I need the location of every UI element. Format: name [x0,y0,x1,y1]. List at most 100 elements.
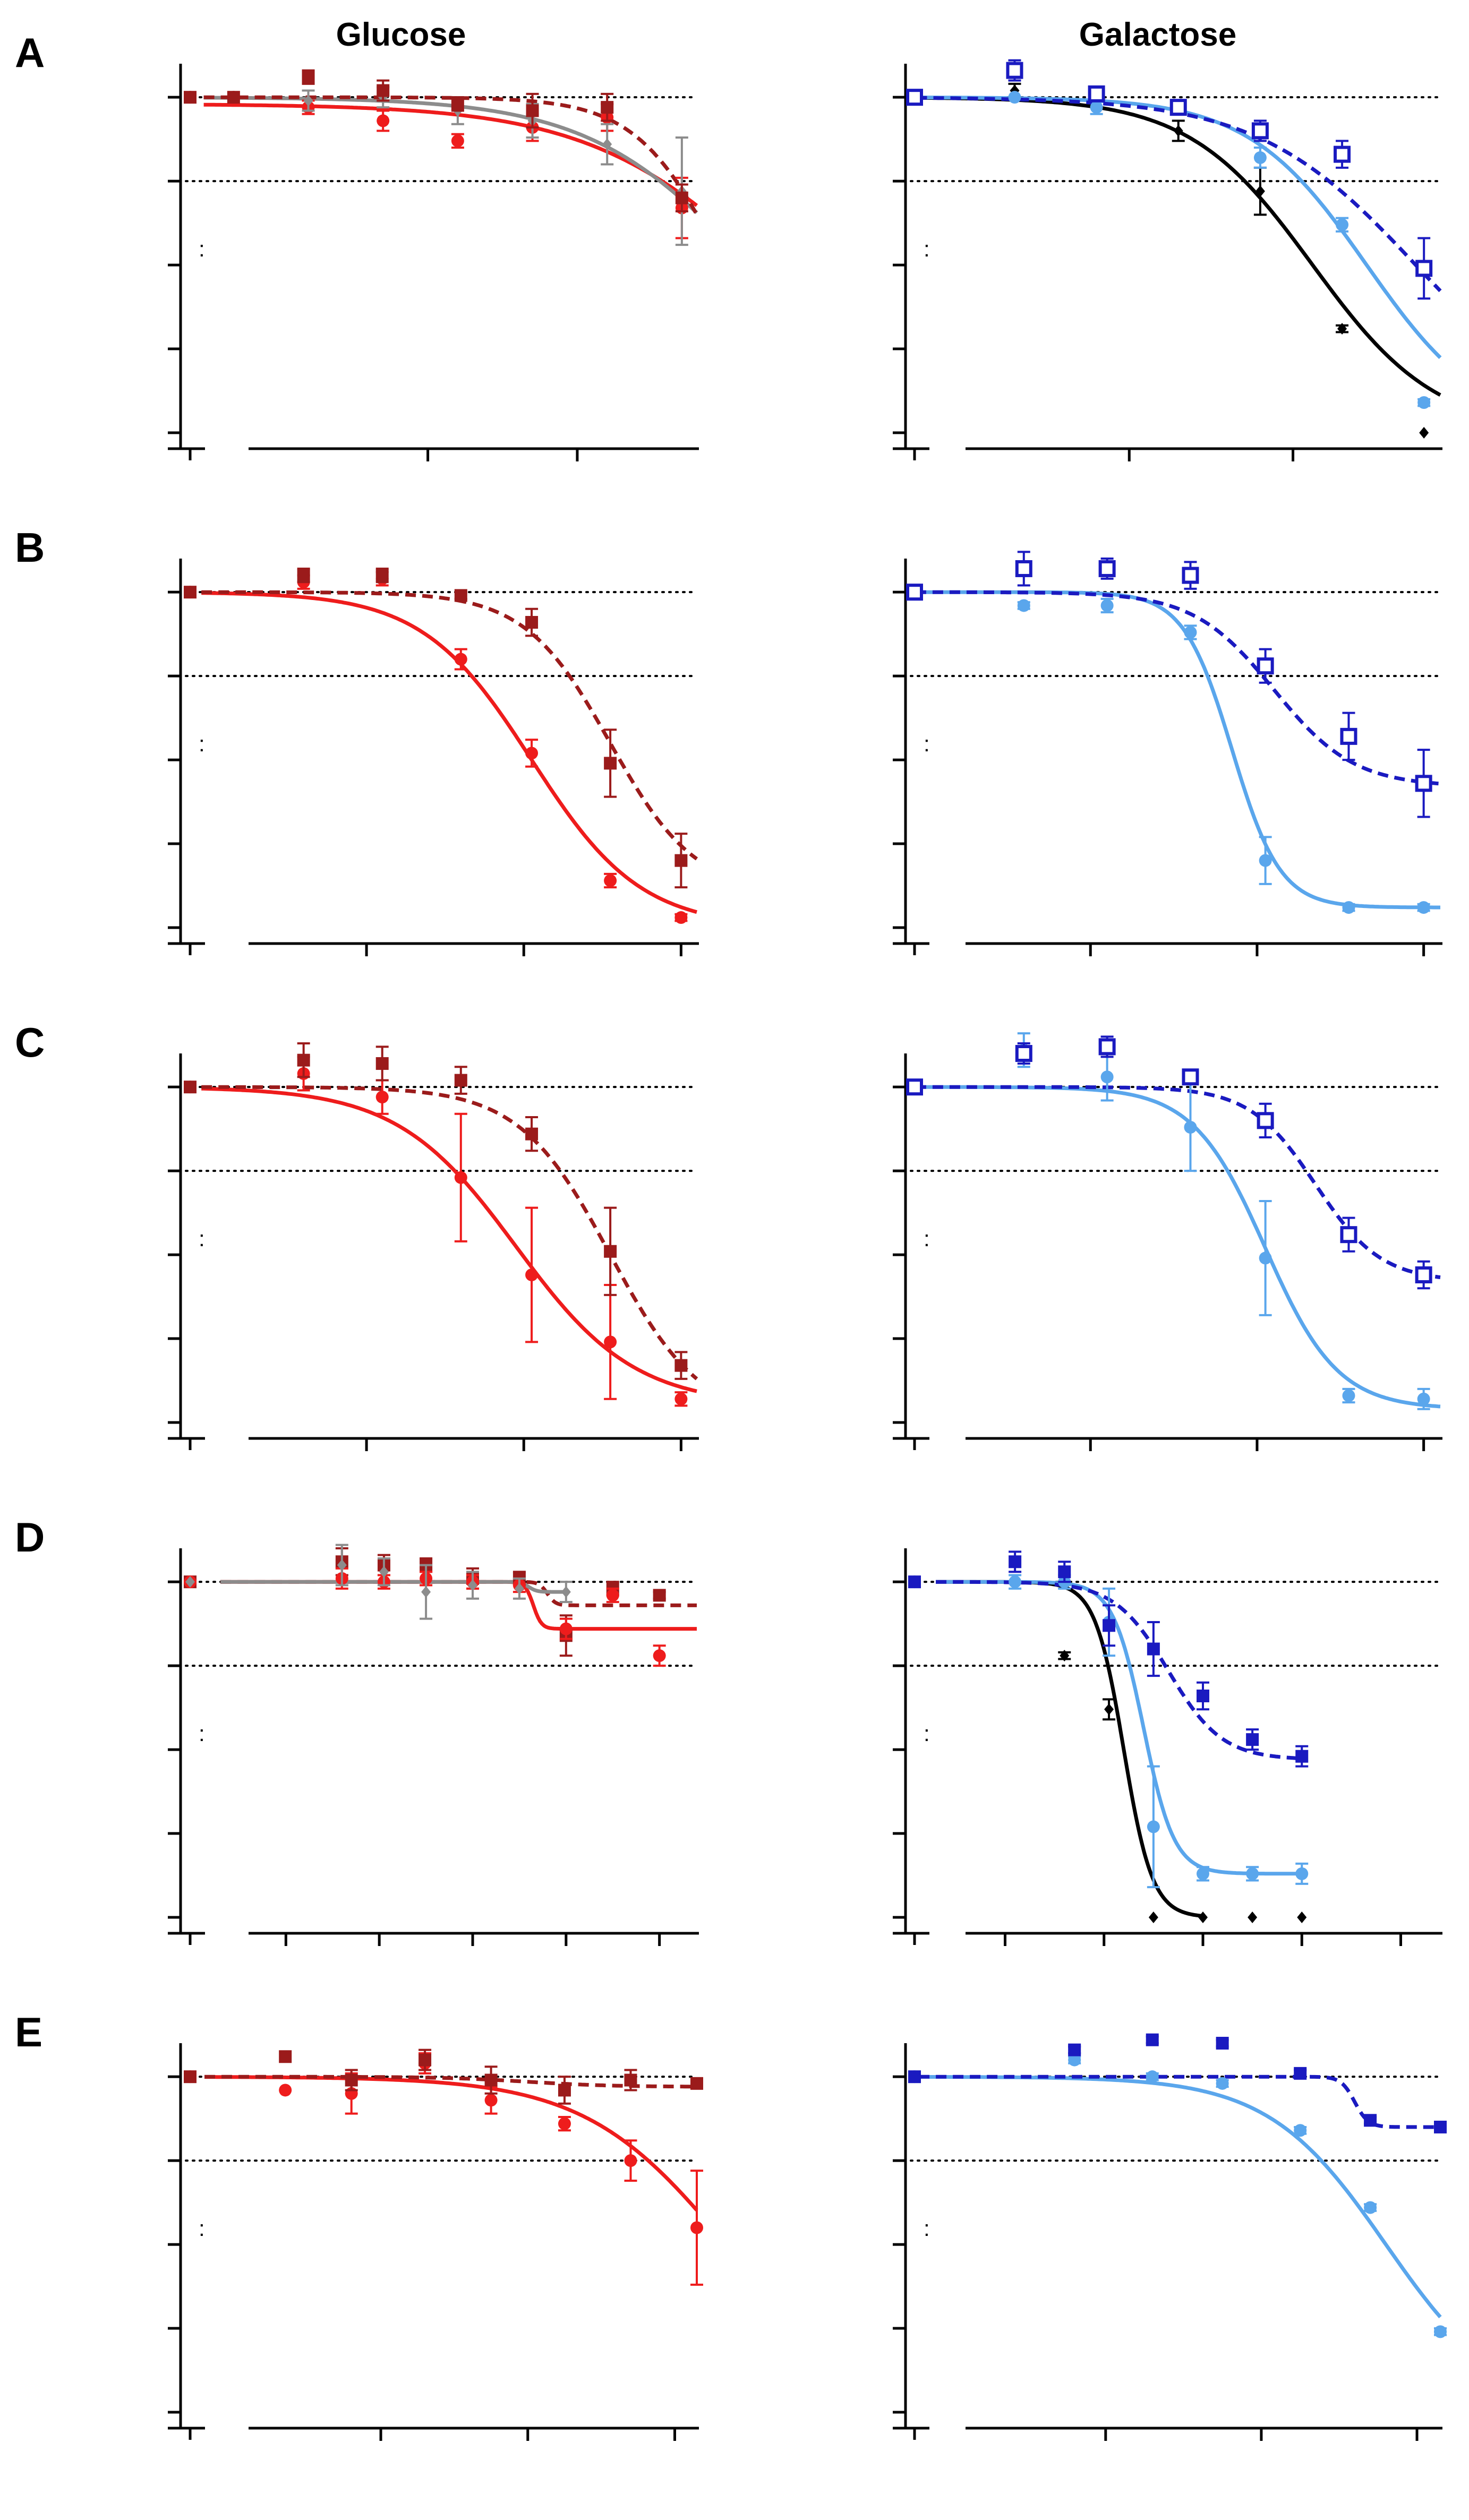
marker-diamond [1198,1912,1208,1923]
marker-circle [653,1649,666,1662]
bmc-colon: : [199,1226,205,1251]
data-point-atp [377,1557,390,1587]
data-point-na [674,1391,688,1407]
marker-circle [690,2221,703,2234]
marker-square [674,854,688,867]
marker-square [624,2073,637,2087]
marker-circle [1068,2053,1081,2067]
data-point-na [1434,2325,1447,2338]
data-point-v [604,1206,617,1296]
data-point-v [1088,85,1105,102]
data-point-v [1334,140,1351,169]
data-point-v [419,2048,432,2071]
marker-circle [1434,2325,1447,2338]
fit-curve-atp [203,96,698,215]
data-point-na [606,1587,619,1604]
marker-circle [1009,1575,1022,1589]
marker-square [908,1575,921,1589]
marker-circle [1336,218,1349,232]
fit-curve-v [220,1580,697,1607]
data-point-v [1098,558,1116,580]
bmc-title: : [199,731,205,756]
fit-curve-v [203,95,699,216]
marker-circle [674,911,688,924]
data-point-v [1015,551,1032,587]
marker-circle [674,1392,688,1405]
marker-circle [484,2094,498,2107]
marker-open-square [1169,99,1187,116]
marker-square [227,91,240,104]
data-point-v [1015,1042,1032,1065]
data-point-na [1417,1387,1430,1410]
bmc-colon: : [199,2216,205,2241]
bmc-title: : [199,1226,205,1251]
marker-diamond [1419,427,1429,439]
data-point-na [1295,1862,1309,1885]
ctrl-point-v [908,1575,921,1589]
data-point-v [1257,648,1274,684]
data-point-na [454,648,467,671]
data-point-v [690,2077,703,2090]
data-point-na [451,133,464,149]
data-point-v [1182,1068,1199,1086]
marker-open-square [906,584,923,601]
marker-circle [624,2154,637,2167]
bmc-colon: : [924,236,930,261]
marker-circle [1246,1867,1259,1880]
bmc-title: : [199,1721,205,1746]
fit-curve-v [919,2075,1440,2129]
data-point-v [1006,59,1023,82]
fit-curve-v [204,2075,697,2089]
marker-square [1009,1555,1022,1568]
data-point-v [1251,119,1269,142]
data-point-na [375,1079,389,1115]
marker-square [375,569,389,582]
marker-square [604,757,617,770]
data-point-na [558,2116,571,2132]
data-point-na [1259,836,1272,885]
data-point-v [675,183,688,212]
data-point-na [1009,1574,1022,1590]
data-point-v [1103,1604,1116,1647]
data-point-v [1009,1550,1022,1573]
fit-curve-na [203,102,698,207]
data-point-na [1184,624,1197,640]
marker-square [279,2050,292,2063]
marker-circle [1417,396,1431,409]
data-point-atp [1198,1912,1208,1923]
column-title-galactose: Galactose [1079,16,1236,53]
bmc-colon: : [199,236,205,261]
bmc-title: : [924,236,930,261]
marker-circle [1253,151,1267,164]
marker-square [1197,1690,1209,1702]
marker-circle [1216,2077,1229,2090]
chart-A-glucose: : [168,64,699,461]
ctrl-point-v [906,89,923,106]
data-point-na [624,2139,637,2182]
marker-square [604,1245,617,1258]
marker-open-square [1015,1045,1032,1062]
panel-letter-d: D [15,1514,45,1561]
marker-circle [1184,626,1197,639]
marker-circle [451,134,464,148]
data-point-na [1146,2070,1159,2084]
data-point-na [1253,146,1267,169]
panel-letter-b: B [15,524,45,571]
data-point-v [1415,749,1432,818]
fit-curve-atp [220,1580,567,1594]
marker-square [184,2070,197,2084]
bmc-colon: : [924,2216,930,2241]
chart-A-galactose: : [893,59,1442,461]
marker-circle [1259,854,1272,867]
marker-circle [1295,1867,1309,1880]
marker-diamond [514,1582,524,1595]
marker-square [484,2073,498,2087]
bmc-colon: : [199,731,205,756]
data-point-v [345,2069,358,2092]
marker-square [184,1081,197,1094]
ctrl-point-v [184,2070,197,2084]
data-point-na [1184,1082,1197,1172]
marker-square [1146,2033,1159,2046]
data-point-v [375,567,389,584]
ctrl-point-v [906,1078,923,1096]
